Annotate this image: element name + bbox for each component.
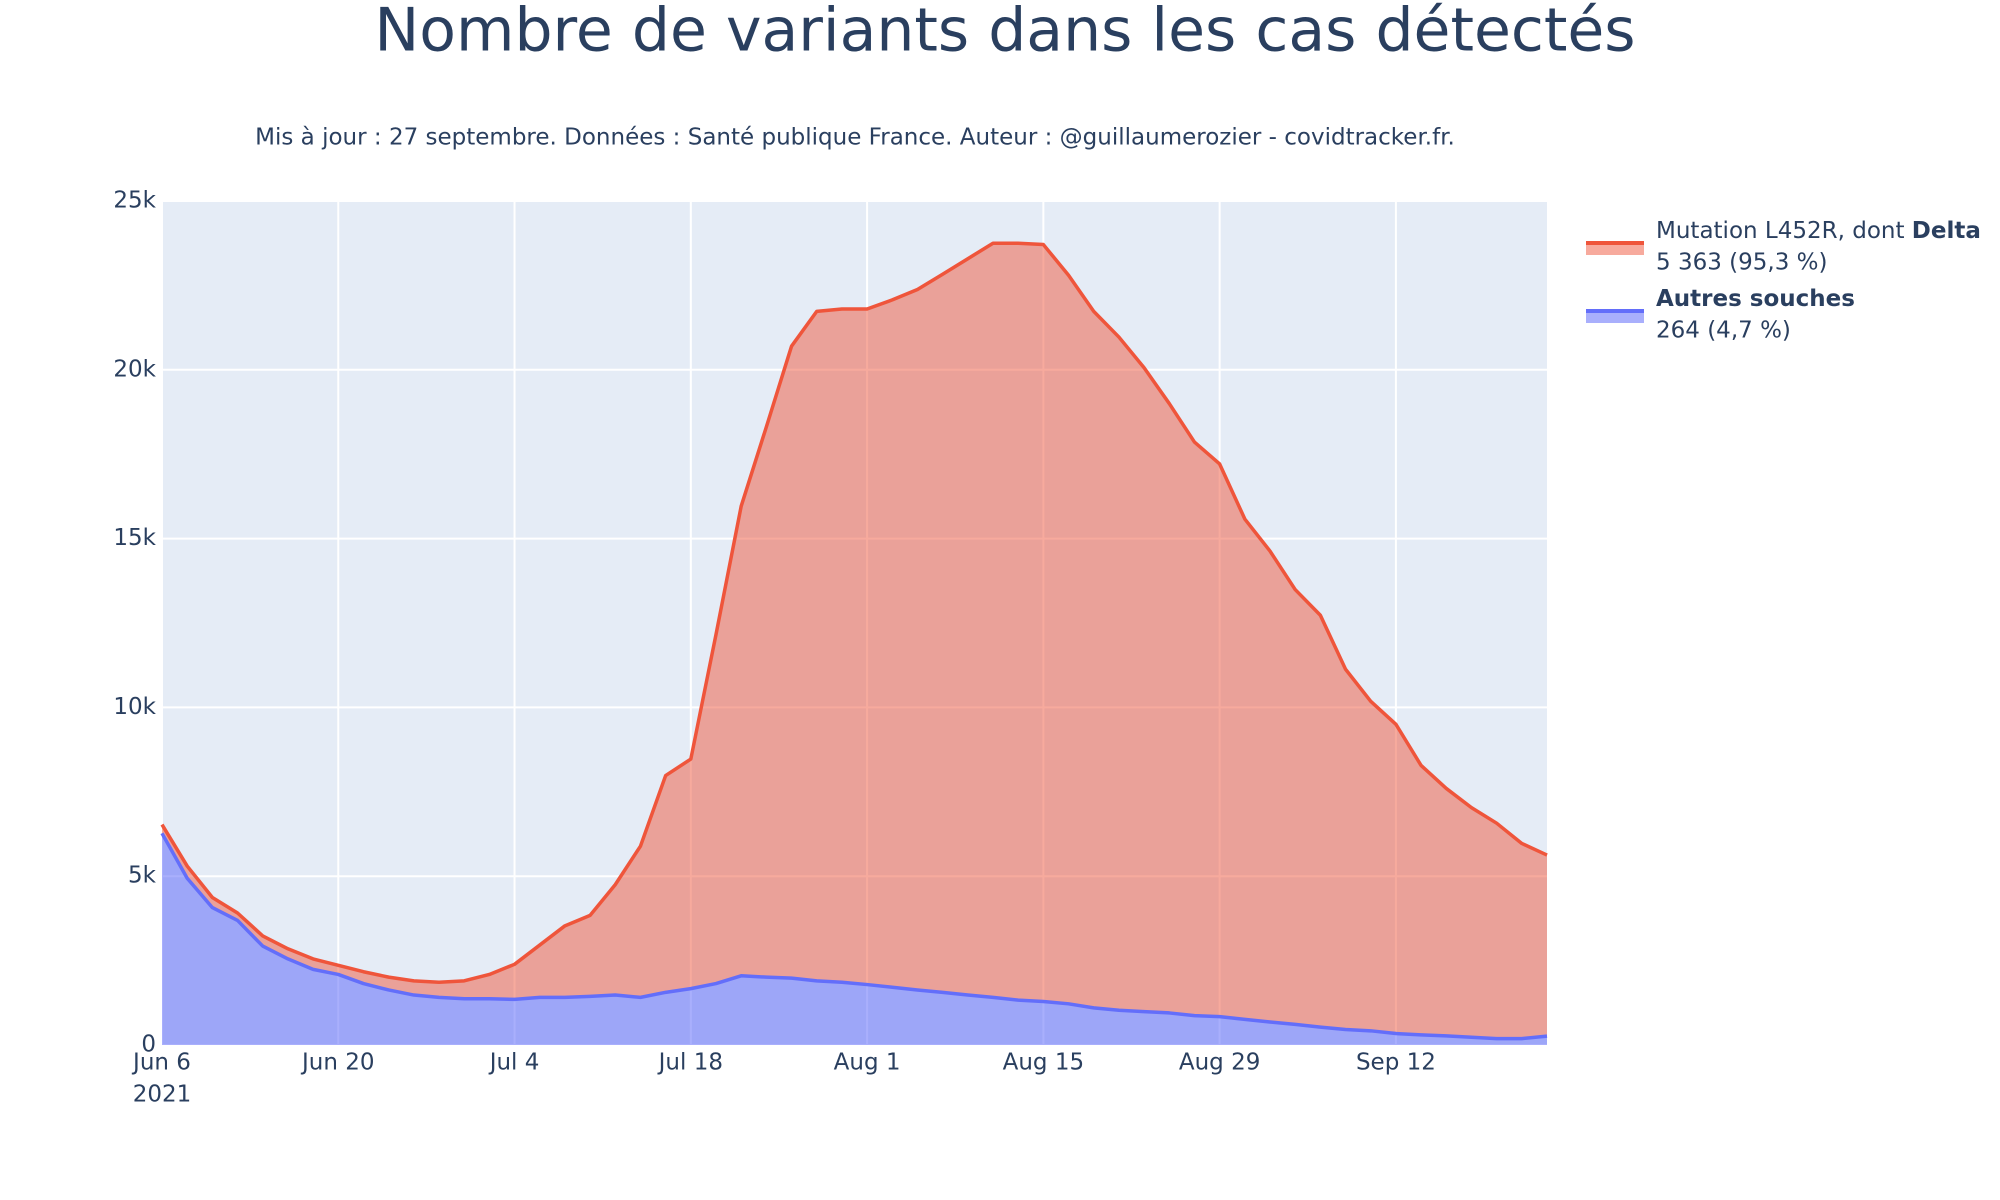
x-tick-label: Sep 12: [1356, 1050, 1436, 1076]
y-tick-label: 5k: [128, 863, 157, 889]
legend-item: Mutation L452R, dont Delta 5 363 (95,3 %): [1586, 218, 1981, 276]
legend-label: Mutation L452R, dont Delta: [1656, 218, 1981, 244]
area: [162, 833, 1547, 1045]
legend-note: 264 (4,7 %): [1656, 318, 1791, 344]
area: [162, 243, 1547, 1039]
chart-subtitle: Mis à jour : 27 septembre. Données : San…: [255, 125, 1455, 151]
y-tick-label: 15k: [113, 525, 156, 551]
line: [160, 832, 1548, 1041]
y-tick-label: 10k: [113, 694, 156, 720]
x-tick-label: Jun 6: [131, 1050, 191, 1076]
legend-item: Autres souches 264 (4,7 %): [1586, 286, 1855, 344]
x-tick-label: Aug 1: [834, 1050, 901, 1076]
y-tick-label: 0: [141, 1032, 156, 1058]
line: [160, 241, 1548, 984]
x-tick-label: Jun 20: [300, 1050, 375, 1076]
chart-title: Nombre de variants dans les cas détectés: [374, 0, 1635, 66]
legend-label: Autres souches: [1656, 286, 1855, 312]
legend-swatch: [1586, 311, 1644, 323]
x-tick-label: Aug 15: [1003, 1050, 1085, 1076]
x-tick-label: Aug 29: [1179, 1050, 1261, 1076]
x-year-label: 2021: [133, 1082, 192, 1108]
x-tick-label: Jul 4: [488, 1050, 540, 1076]
legend-swatch: [1586, 243, 1644, 255]
y-tick-label: 25k: [113, 188, 156, 214]
x-tick-label: Jul 18: [657, 1050, 723, 1076]
legend-note: 5 363 (95,3 %): [1656, 250, 1827, 276]
y-tick-label: 20k: [113, 356, 156, 382]
